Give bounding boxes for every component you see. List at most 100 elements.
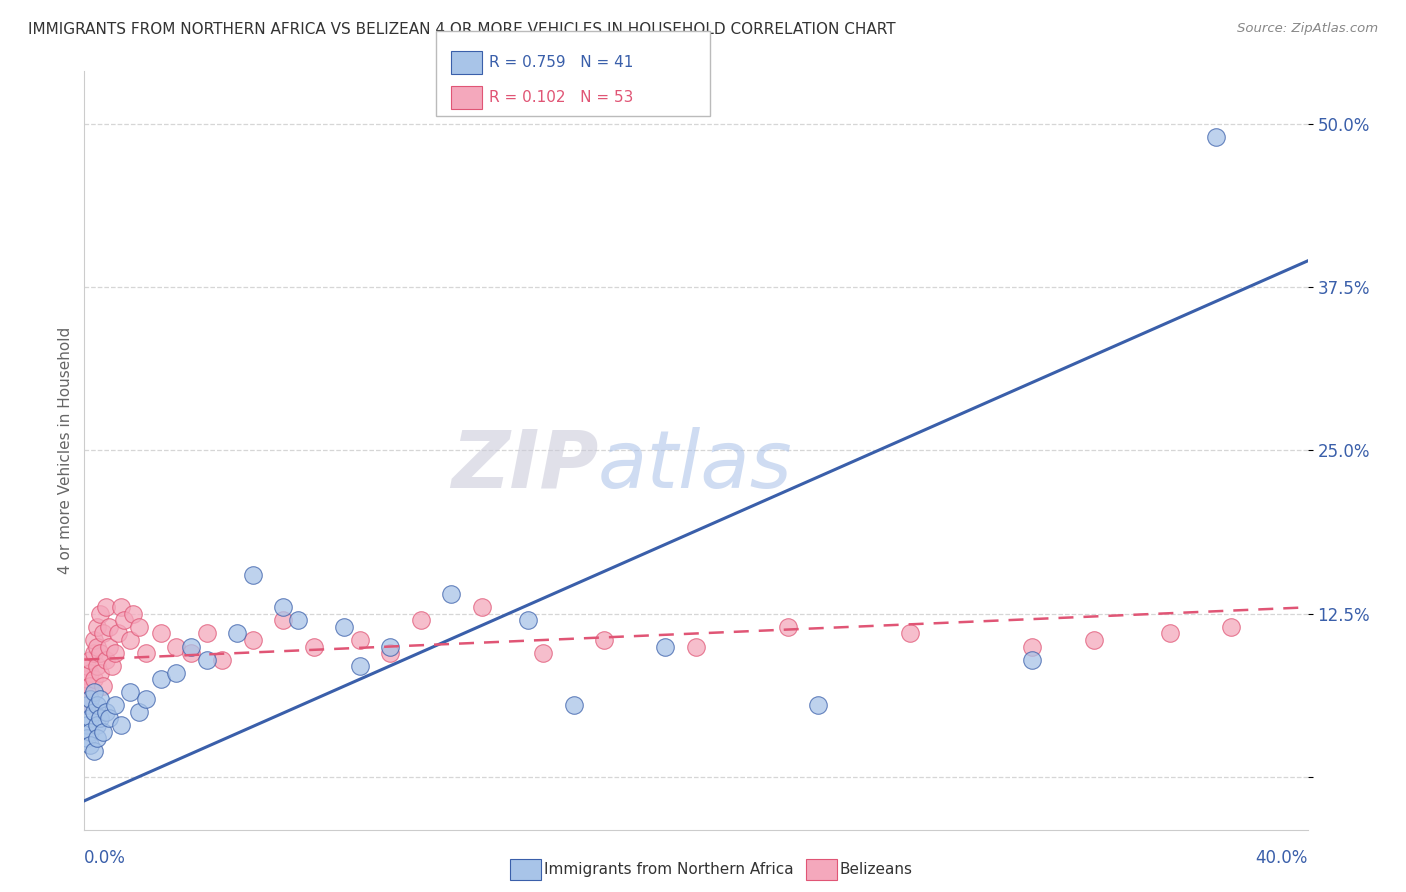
Point: [89, 711, 111, 725]
Point: [135, 646, 157, 660]
Point: [83, 685, 105, 699]
Point: [1205, 129, 1227, 144]
Point: [112, 614, 135, 628]
Text: Source: ZipAtlas.com: Source: ZipAtlas.com: [1237, 22, 1378, 36]
Point: [94, 705, 117, 719]
Point: [120, 633, 142, 648]
Point: [128, 620, 150, 634]
Point: [86, 659, 108, 673]
Point: [97, 640, 120, 654]
Point: [471, 600, 494, 615]
Point: [128, 705, 150, 719]
Point: [242, 633, 264, 648]
Point: [79, 665, 101, 680]
Point: [211, 652, 233, 666]
Point: [89, 691, 111, 706]
Point: [180, 646, 202, 660]
Point: [685, 640, 707, 654]
Point: [562, 698, 585, 713]
Point: [76, 672, 98, 686]
Text: 0.0%: 0.0%: [84, 849, 127, 867]
Text: IMMIGRANTS FROM NORTHERN AFRICA VS BELIZEAN 4 OR MORE VEHICLES IN HOUSEHOLD CORR: IMMIGRANTS FROM NORTHERN AFRICA VS BELIZ…: [28, 22, 896, 37]
Point: [91, 724, 114, 739]
Point: [898, 626, 921, 640]
Text: R = 0.759   N = 41: R = 0.759 N = 41: [489, 54, 634, 70]
Point: [79, 711, 101, 725]
Point: [76, 659, 98, 673]
Point: [79, 691, 101, 706]
Point: [776, 620, 799, 634]
Point: [120, 685, 142, 699]
Text: atlas: atlas: [598, 426, 793, 505]
Point: [86, 640, 108, 654]
Point: [83, 672, 105, 686]
Point: [79, 724, 101, 739]
Point: [97, 620, 120, 634]
Point: [76, 698, 98, 713]
Point: [349, 659, 371, 673]
Point: [1083, 633, 1105, 648]
Text: Belizeans: Belizeans: [839, 863, 912, 877]
Point: [226, 626, 249, 640]
Point: [654, 640, 676, 654]
Point: [165, 640, 187, 654]
Point: [104, 646, 127, 660]
Point: [380, 640, 402, 654]
Point: [83, 744, 105, 758]
Point: [440, 587, 463, 601]
Point: [83, 633, 105, 648]
Point: [94, 600, 117, 615]
Point: [135, 691, 157, 706]
Point: [180, 640, 202, 654]
Point: [122, 607, 145, 621]
Point: [89, 665, 111, 680]
Point: [195, 652, 218, 666]
Point: [271, 614, 294, 628]
Point: [86, 698, 108, 713]
Point: [76, 718, 98, 732]
Point: [195, 626, 218, 640]
Point: [271, 600, 294, 615]
Point: [86, 731, 108, 745]
Point: [104, 698, 127, 713]
Point: [333, 620, 356, 634]
Point: [165, 665, 187, 680]
Point: [149, 626, 172, 640]
Point: [91, 626, 114, 640]
Text: 40.0%: 40.0%: [1256, 849, 1308, 867]
Point: [349, 633, 371, 648]
Point: [242, 567, 264, 582]
Point: [593, 633, 616, 648]
Point: [110, 718, 132, 732]
Point: [1021, 652, 1043, 666]
Point: [149, 672, 172, 686]
Point: [83, 705, 105, 719]
Point: [76, 685, 98, 699]
Point: [83, 646, 105, 660]
Point: [107, 626, 129, 640]
Point: [89, 607, 111, 621]
Point: [76, 731, 98, 745]
Point: [86, 718, 108, 732]
Point: [110, 600, 132, 615]
Point: [409, 614, 432, 628]
Point: [1220, 620, 1243, 634]
Point: [1021, 640, 1043, 654]
Point: [94, 652, 117, 666]
Point: [302, 640, 325, 654]
Text: ZIP: ZIP: [451, 426, 598, 505]
Point: [91, 679, 114, 693]
Point: [89, 646, 111, 660]
Point: [1159, 626, 1181, 640]
Point: [531, 646, 554, 660]
Point: [97, 711, 120, 725]
Point: [76, 698, 98, 713]
Point: [287, 614, 309, 628]
Text: Immigrants from Northern Africa: Immigrants from Northern Africa: [544, 863, 794, 877]
Point: [79, 738, 101, 752]
Point: [807, 698, 830, 713]
Point: [79, 679, 101, 693]
Point: [380, 646, 402, 660]
Y-axis label: 4 or more Vehicles in Household: 4 or more Vehicles in Household: [58, 326, 73, 574]
Point: [516, 614, 538, 628]
